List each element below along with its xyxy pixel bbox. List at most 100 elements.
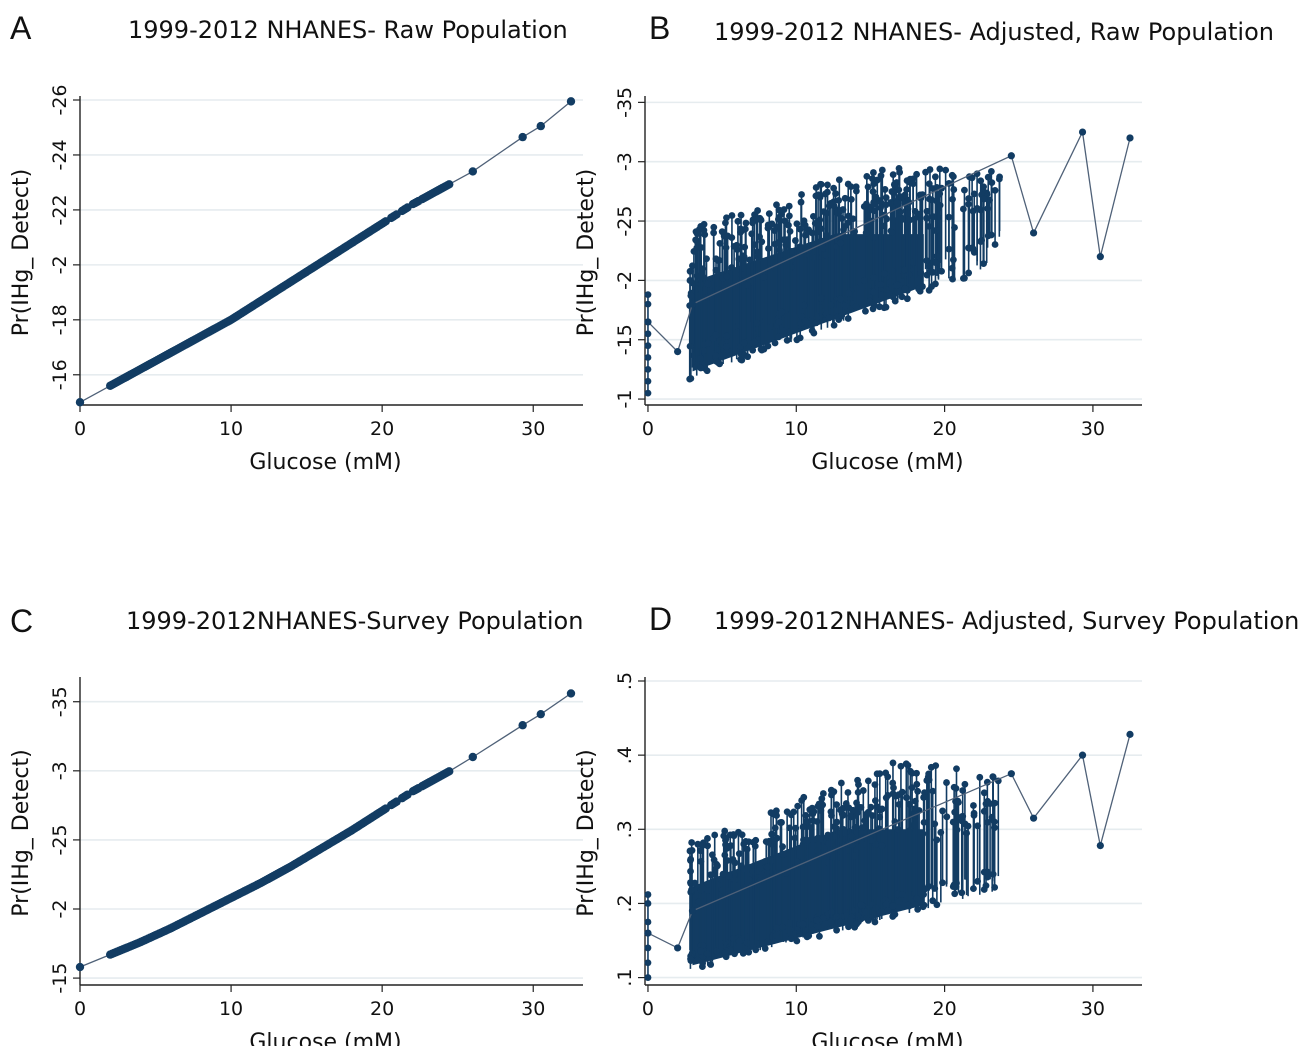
data-point (687, 955, 694, 963)
y-tick-label: .1 (614, 969, 636, 987)
data-point (697, 355, 704, 362)
data-point (922, 168, 929, 176)
data-point (911, 215, 919, 223)
data-point (779, 843, 786, 851)
data-point (984, 873, 991, 881)
data-point (837, 806, 844, 814)
data-point (734, 217, 742, 225)
data-point (913, 170, 920, 178)
x-tick-label: 30 (1081, 418, 1105, 440)
data-point (687, 292, 695, 300)
data-point (799, 823, 807, 831)
data-point (737, 356, 745, 363)
y-tick-label: -2 (49, 255, 71, 274)
data-point (819, 790, 827, 797)
data-point (921, 885, 928, 893)
data-point (687, 375, 695, 382)
data-point (949, 256, 957, 264)
data-point (909, 175, 917, 183)
data-point (793, 858, 801, 866)
data-point (894, 826, 902, 833)
data-point (882, 303, 890, 311)
data-point (827, 918, 835, 926)
data-point (793, 220, 801, 228)
chart-c: -15 -2 -25 -3 -35 0 10 20 30 Glucose (mM) Pr(IHg_ … (9, 677, 583, 1046)
data-point (925, 770, 933, 778)
data-point (893, 281, 901, 289)
x-tick-label: 20 (370, 418, 394, 440)
panel-label: D (649, 601, 673, 637)
data-point (1078, 128, 1087, 136)
data-point (943, 779, 950, 786)
data-point (714, 359, 722, 367)
data-point (644, 944, 652, 952)
series-line (647, 129, 1131, 353)
data-point (819, 244, 827, 252)
data-point (864, 777, 872, 785)
y-tick-label: .2 (614, 894, 636, 912)
data-point (871, 918, 879, 926)
data-point (889, 171, 897, 179)
data-point (644, 974, 652, 981)
data-point (898, 788, 906, 796)
x-axis-label: Glucose (mM) (249, 450, 401, 475)
panel-d: D 1999-2012NHANES- Adjusted, Survey Popu… (574, 523, 1298, 1046)
data-point (841, 194, 849, 202)
data-point (445, 180, 454, 189)
data-point (853, 920, 860, 928)
data-point (764, 938, 772, 946)
data-point (903, 295, 911, 303)
x-tick-label: 0 (74, 998, 86, 1020)
data-point (644, 318, 652, 326)
data-point (961, 274, 968, 282)
data-point (731, 950, 738, 958)
data-point (913, 769, 920, 777)
data-point (837, 779, 845, 787)
data-point (823, 209, 830, 217)
x-tick-label: 30 (1081, 998, 1105, 1020)
data-point (740, 253, 748, 261)
data-point (847, 812, 854, 819)
data-point (959, 205, 967, 213)
data-point (700, 347, 708, 354)
data-point (749, 346, 757, 354)
y-axis-label: Pr(IHg_ Detect) (574, 169, 599, 336)
data-point (914, 905, 922, 913)
data-point (974, 822, 981, 830)
data-point (687, 855, 695, 863)
y-tick-label: -25 (49, 824, 71, 855)
data-point (691, 879, 699, 887)
data-point (761, 945, 769, 952)
data-point (923, 271, 931, 279)
data-point (753, 216, 761, 223)
data-point (75, 962, 85, 972)
data-point (847, 195, 855, 203)
panel-label: C (10, 603, 34, 639)
data-point (796, 225, 804, 233)
data-point (904, 901, 912, 909)
data-point (844, 315, 852, 322)
chart-b: -1 -15 -2 -25 -3 -35 0 10 20 30 Glucose (mM) Pr(IHg… (574, 87, 1142, 475)
data-point (844, 789, 852, 796)
data-point (744, 353, 752, 361)
panel-label: B (649, 10, 671, 46)
data-point (674, 347, 682, 356)
x-axis-label: Glucose (mM) (249, 1030, 401, 1046)
x-tick-label: 10 (784, 998, 808, 1020)
data-point (830, 321, 838, 329)
x-tick-label: 20 (933, 998, 957, 1020)
data-point (873, 176, 881, 184)
data-point (864, 183, 872, 191)
data-point (872, 840, 880, 848)
data-point (735, 850, 743, 858)
data-point (970, 802, 977, 809)
data-point (959, 787, 967, 794)
data-point (802, 231, 809, 239)
data-point (877, 199, 885, 206)
data-point (882, 794, 890, 802)
data-point (989, 773, 997, 781)
data-point (716, 240, 724, 247)
data-point (835, 196, 843, 204)
data-point (764, 863, 772, 871)
data-point (794, 802, 802, 810)
